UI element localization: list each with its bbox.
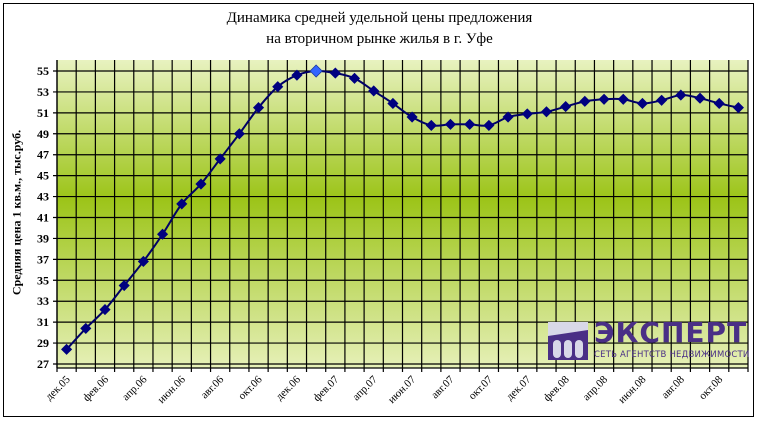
logo-tagline: СЕТЬ АГЕНТСТВ НЕДВИЖИМОСТИ	[594, 350, 750, 360]
x-tick-label: июн.07	[386, 373, 419, 406]
data-point-marker	[732, 102, 744, 114]
data-point-marker	[483, 119, 495, 131]
y-tick-label: 49	[37, 127, 49, 141]
x-tick-label: окт.08	[697, 373, 726, 402]
logo-building-icon	[548, 322, 588, 360]
data-point-marker	[233, 128, 245, 140]
data-point-marker	[540, 106, 553, 118]
data-point-marker	[195, 178, 207, 190]
x-tick-label: окт.06	[236, 373, 265, 402]
y-tick-label: 35	[37, 273, 49, 287]
y-tick-label: 27	[37, 357, 49, 371]
data-point-marker	[157, 228, 169, 240]
data-point-marker	[406, 111, 418, 123]
y-tick-label: 33	[37, 294, 49, 308]
y-tick-label: 55	[37, 64, 49, 78]
logo-name: ЭКСПЕРТ	[594, 316, 748, 349]
x-tick-label: апр.07	[350, 373, 380, 403]
data-point-marker	[99, 304, 111, 316]
x-tick-label: окт.07	[466, 373, 495, 402]
x-tick-label: дек.05	[43, 373, 73, 403]
chart-title-line1: Динамика средней удельной цены предложен…	[226, 10, 533, 26]
data-point-marker	[560, 101, 572, 113]
data-point-marker	[80, 322, 92, 334]
data-point-marker	[252, 102, 265, 114]
expert-logo: ЭКСПЕРТ СЕТЬ АГЕНТСТВ НЕДВИЖИМОСТИ	[548, 316, 750, 362]
x-tick-label: июн.08	[616, 373, 649, 406]
data-point-marker	[137, 255, 149, 268]
data-point-marker	[598, 93, 610, 105]
data-point-marker	[368, 85, 380, 97]
y-tick-label: 37	[37, 252, 49, 266]
data-point-marker	[214, 153, 226, 165]
data-point-marker	[348, 72, 361, 84]
chart-title: Динамика средней удельной цены предложен…	[0, 8, 759, 50]
data-point-marker	[272, 81, 284, 93]
y-tick-label: 41	[37, 211, 49, 225]
data-point-marker	[713, 97, 725, 110]
x-tick-label: авг.06	[199, 373, 227, 401]
x-tick-label: июн.06	[156, 373, 189, 406]
data-point-marker	[329, 67, 341, 79]
y-tick-label: 31	[37, 315, 49, 329]
data-point-marker	[675, 89, 687, 101]
x-tick-label: фев.08	[541, 373, 572, 404]
data-point-marker	[464, 118, 476, 130]
data-point-marker	[425, 119, 437, 131]
x-tick-label: фев.07	[311, 373, 342, 404]
data-point-marker	[291, 69, 303, 81]
data-point-marker	[118, 279, 130, 292]
y-tick-label: 29	[37, 336, 49, 350]
data-point-marker	[521, 108, 533, 120]
x-tick-label: апр.08	[581, 373, 611, 403]
data-point-marker	[176, 198, 188, 210]
data-point-marker	[636, 97, 648, 110]
data-point-marker	[617, 93, 629, 105]
y-tick-label: 53	[37, 85, 49, 99]
y-tick-label: 45	[37, 169, 49, 183]
data-point-marker	[579, 95, 591, 107]
x-tick-label: фев.06	[81, 373, 112, 404]
data-point-marker	[61, 343, 73, 355]
x-tick-label: апр.06	[120, 373, 150, 403]
x-tick-label: дек.07	[504, 373, 534, 403]
data-point-marker	[387, 97, 399, 110]
data-point-marker	[694, 92, 706, 104]
data-point-marker	[502, 111, 514, 123]
y-tick-label: 47	[37, 148, 49, 162]
y-tick-label: 51	[37, 106, 49, 120]
x-tick-label: дек.06	[274, 373, 304, 403]
data-point-marker	[309, 64, 323, 78]
data-point-marker	[656, 94, 668, 106]
x-tick-label: авг.07	[429, 373, 457, 401]
x-tick-label: авг.08	[659, 373, 687, 401]
chart-title-line2: на вторичном рынке жилья в г. Уфе	[266, 31, 493, 47]
y-tick-label: 39	[37, 231, 49, 245]
data-point-marker	[444, 118, 457, 130]
y-tick-label: 43	[37, 190, 49, 204]
